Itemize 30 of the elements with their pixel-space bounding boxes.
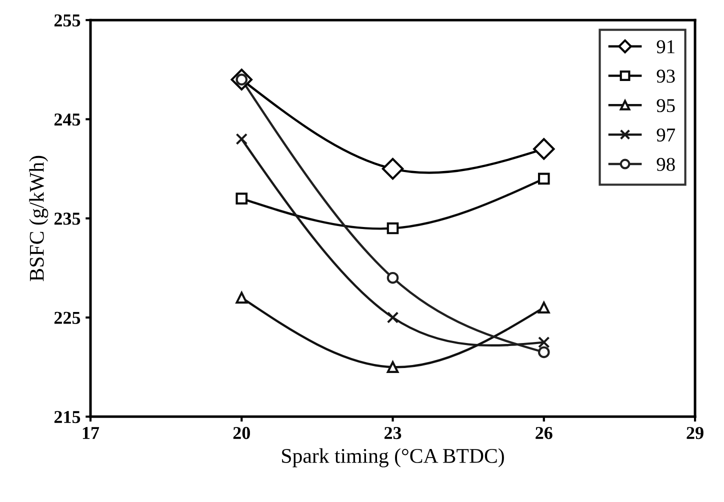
x-axis-title: Spark timing (°CA BTDC) [282,448,504,468]
point [236,192,248,204]
legend-label: 97 [656,128,676,142]
y-tick-label: 215 [54,410,80,424]
legend-label: 93 [656,70,675,83]
x-tick-label: 17 [82,426,100,439]
y-tick-label: 245 [54,114,80,126]
point [386,312,399,324]
point [538,346,550,358]
point [386,222,399,234]
x-tick-label: 23 [384,426,402,440]
point [538,172,550,185]
y-tick-label: 255 [54,14,80,27]
x-tick-label: 29 [686,426,704,440]
point [386,272,399,284]
point [386,361,399,373]
point [236,292,248,304]
y-axis-title: BSFC (g/kWh) [29,156,48,282]
point [538,302,550,314]
point [236,133,248,145]
point [538,336,550,348]
y-tick-label: 235 [54,212,80,225]
legend-label: 91 [656,40,674,54]
legend-label: 95 [656,99,675,112]
x-tick-label: 20 [233,426,250,440]
legend-label: 98 [656,158,675,171]
point [533,138,555,160]
point [382,158,404,180]
y-tick-label: 225 [54,312,80,324]
x-tick-label: 26 [536,426,552,440]
